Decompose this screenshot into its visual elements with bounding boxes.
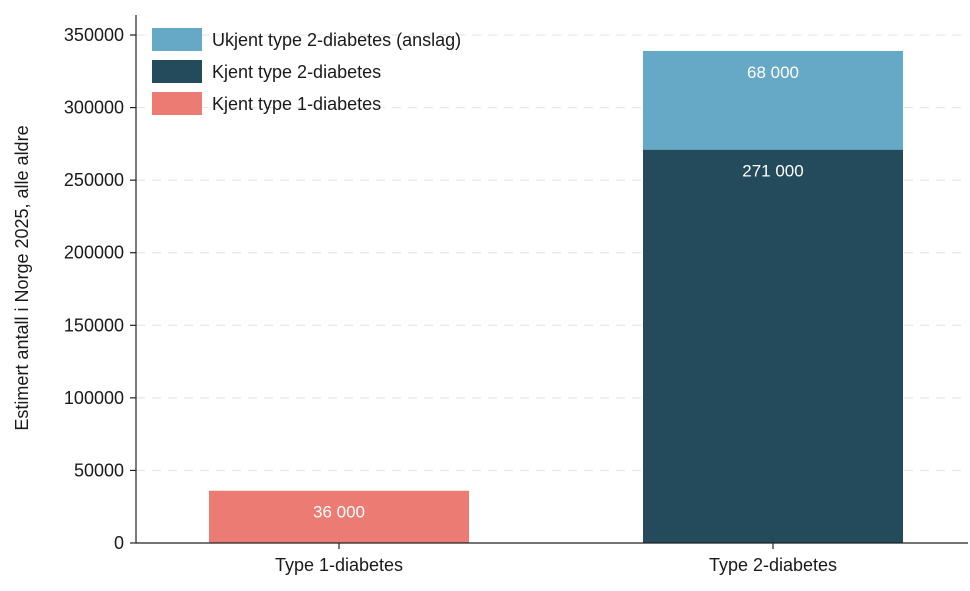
legend-swatch (152, 92, 202, 115)
legend-label: Ukjent type 2-diabetes (anslag) (212, 30, 461, 50)
y-ticks: 0 50000 100000 150000 200000 250000 300000 3500… (64, 25, 136, 553)
bar-segment (643, 149, 903, 544)
bar-value-label: 271 000 (742, 162, 803, 181)
legend-swatch (152, 60, 202, 83)
legend-swatch (152, 28, 202, 51)
bar-value-label: 68 000 (747, 63, 799, 82)
x-tick-label: Type 2-diabetes (709, 555, 837, 575)
bar-segment (209, 490, 469, 543)
y-tick-label: 100000 (64, 388, 124, 408)
y-tick-label: 0 (114, 533, 124, 553)
y-tick-label: 50000 (74, 460, 124, 480)
y-tick-label: 350000 (64, 25, 124, 45)
bar-value-label: 36 000 (313, 503, 365, 522)
bar-labels: 36 000 271 000 68 000 (313, 63, 804, 522)
bars (209, 50, 903, 544)
x-ticks: Type 1-diabetes Type 2-diabetes (275, 543, 837, 575)
legend: Ukjent type 2-diabetes (anslag) Kjent typ… (152, 28, 461, 115)
y-tick-label: 200000 (64, 243, 124, 263)
y-tick-label: 300000 (64, 98, 124, 118)
bar-segment (643, 50, 903, 150)
legend-label: Kjent type 1-diabetes (212, 94, 381, 114)
y-tick-label: 150000 (64, 315, 124, 335)
legend-label: Kjent type 2-diabetes (212, 62, 381, 82)
axes (135, 15, 968, 544)
y-tick-label: 250000 (64, 170, 124, 190)
x-tick-label: Type 1-diabetes (275, 555, 403, 575)
y-axis-title: Estimert antall i Norge 2025, alle aldre (12, 125, 32, 430)
